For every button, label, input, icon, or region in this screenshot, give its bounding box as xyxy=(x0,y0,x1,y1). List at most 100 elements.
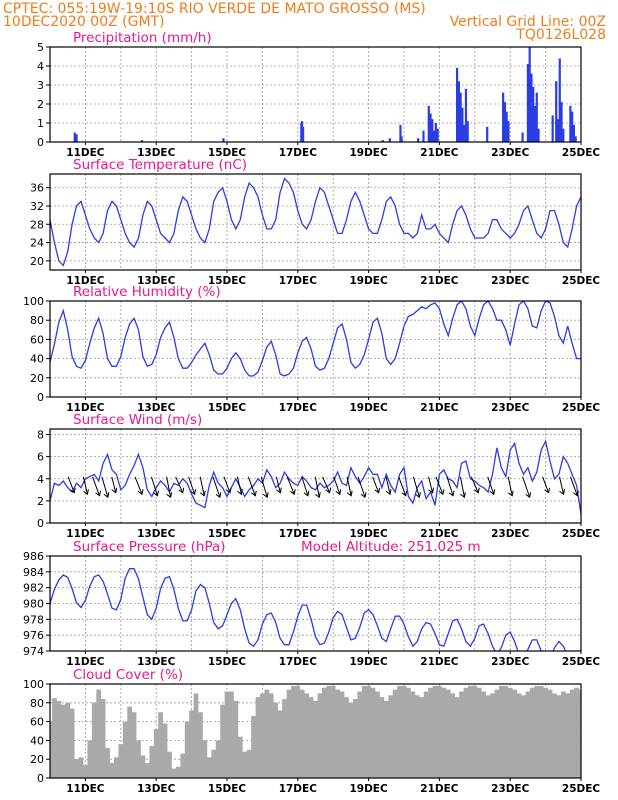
cloud-bar xyxy=(87,740,93,778)
cloud-bar xyxy=(118,744,124,778)
precip-bar xyxy=(560,102,563,142)
precip-bar xyxy=(507,121,510,142)
wind-arrow-shaft xyxy=(487,476,495,495)
precip-xtick-label: 11DEC xyxy=(66,147,105,159)
wind-arrow-shaft xyxy=(286,476,295,495)
precip-xtick-label: 17DEC xyxy=(279,147,318,159)
wind-arrow-head xyxy=(215,492,222,499)
cloud-bar xyxy=(397,685,402,778)
cloud-bar xyxy=(335,689,340,778)
precip-bar xyxy=(530,73,533,142)
cloud-ytick-label: 80 xyxy=(30,697,44,710)
temp-frame xyxy=(49,173,582,271)
cloud-bar xyxy=(193,693,199,778)
wind-arrow-shaft xyxy=(175,476,184,493)
wind-arrow-head xyxy=(303,490,310,497)
rh-xtick-label: 11DEC xyxy=(66,402,105,414)
wind-arrow-shaft xyxy=(150,476,158,496)
cloud-bar xyxy=(167,751,172,778)
wind-arrow xyxy=(134,476,144,496)
wind-title: Surface Wind (m/s) xyxy=(73,412,202,428)
precip-xtick-label: 21DEC xyxy=(420,147,459,159)
cloud-bar xyxy=(366,685,371,778)
wind-arrow xyxy=(188,476,197,496)
temp-ytick-label: 20 xyxy=(30,255,44,268)
cloud-xtick-label: 15DEC xyxy=(208,783,247,795)
press-xtick-label: 11DEC xyxy=(66,656,105,668)
wind-arrow-head xyxy=(325,487,332,494)
cloud-bar xyxy=(450,693,456,778)
rh-ytick-label: 0 xyxy=(37,391,44,404)
temp-line xyxy=(50,177,581,267)
press-xtick-label: 17DEC xyxy=(279,656,318,668)
precip-bar xyxy=(399,124,402,142)
cloud-bar xyxy=(91,702,97,778)
cloud-bar xyxy=(69,708,75,778)
cloud-bar xyxy=(516,693,522,778)
cloud-bar xyxy=(414,695,420,778)
wind-arrow-head xyxy=(346,490,353,497)
wind-arrow xyxy=(223,476,232,494)
cloud-bar xyxy=(313,700,318,778)
cloud-bar xyxy=(357,691,363,778)
grid-line-note: Vertical Grid Line: 00Z xyxy=(450,14,606,30)
cloud-bar xyxy=(538,685,544,778)
cloud-bar xyxy=(454,697,460,778)
cloud-bar xyxy=(273,702,279,778)
wind-xtick-label: 21DEC xyxy=(420,528,459,540)
temp-ytick-label: 24 xyxy=(30,237,44,250)
precip-ytick-label: 2 xyxy=(37,98,44,111)
wind-arrow-head xyxy=(199,490,206,497)
wind-arrow xyxy=(372,476,381,494)
temp-xtick-label: 11DEC xyxy=(66,275,105,287)
press-panel: 974 976 978 980 982 984 986 11DEC 13DEC 15DEC 17DE… xyxy=(23,539,600,668)
wind-arrow-head xyxy=(250,490,257,497)
wind-arrow-head xyxy=(69,487,76,494)
cloud-bar xyxy=(122,721,128,778)
cloud-bar xyxy=(494,689,500,778)
wind-arrow-head xyxy=(428,487,435,494)
precip-bar xyxy=(400,136,403,142)
wind-arrow-head xyxy=(438,489,445,496)
precip-ytick-label: 4 xyxy=(37,60,44,73)
cloud-bar xyxy=(184,721,190,778)
cloud-bar xyxy=(344,697,349,778)
wind-arrow-head xyxy=(544,487,551,494)
wind-xtick-label: 19DEC xyxy=(349,528,388,540)
rh-ytick-label: 100 xyxy=(23,295,44,308)
press-ytick-label: 976 xyxy=(23,629,44,642)
wind-arrow xyxy=(166,476,173,499)
cloud-bar xyxy=(525,691,531,778)
cloud-bar xyxy=(490,693,495,778)
rh-xtick-label: 23DEC xyxy=(491,402,530,414)
precip-bar xyxy=(434,123,437,142)
wind-arrow-shaft xyxy=(275,476,281,493)
precip-bar xyxy=(463,124,466,142)
wind-arrow-head xyxy=(573,490,579,497)
press-frame xyxy=(49,555,582,652)
cloud-bar xyxy=(229,691,234,778)
cloud-bar xyxy=(410,691,416,778)
cloud-bar xyxy=(578,689,581,778)
wind-arrow xyxy=(236,476,243,496)
wind-arrow-head xyxy=(178,487,185,494)
rh-ytick-label: 20 xyxy=(30,372,44,385)
cloud-bar xyxy=(153,729,159,778)
wind-arrow-head xyxy=(401,490,408,497)
wind-xtick-label: 23DEC xyxy=(491,528,530,540)
cloud-bar xyxy=(498,685,504,778)
wind-arrow-shaft xyxy=(507,476,513,496)
cloud-bar xyxy=(220,704,225,778)
rh-xtick-label: 21DEC xyxy=(420,402,459,414)
precip-bar xyxy=(533,105,537,142)
wind-arrow xyxy=(346,476,353,497)
wind-arrow-head xyxy=(559,489,566,496)
wind-frame xyxy=(49,428,582,524)
wind-ytick-label: 0 xyxy=(37,517,44,530)
cloud-bar xyxy=(74,759,79,778)
rh-panel: 0 20 40 60 80 100 11DEC 13DEC 15DEC 17DEC 19DEC 21D… xyxy=(23,284,600,414)
cloud-bar xyxy=(246,749,252,778)
panels: 0 1 2 3 4 5 11DEC 13DEC 15DEC 17DEC 19DEC 21DEC 23DE… xyxy=(23,30,600,795)
cloud-bar xyxy=(543,687,548,778)
location-header: CPTEC: 055:19W-19:10S RIO VERDE DE MATO … xyxy=(3,1,426,17)
